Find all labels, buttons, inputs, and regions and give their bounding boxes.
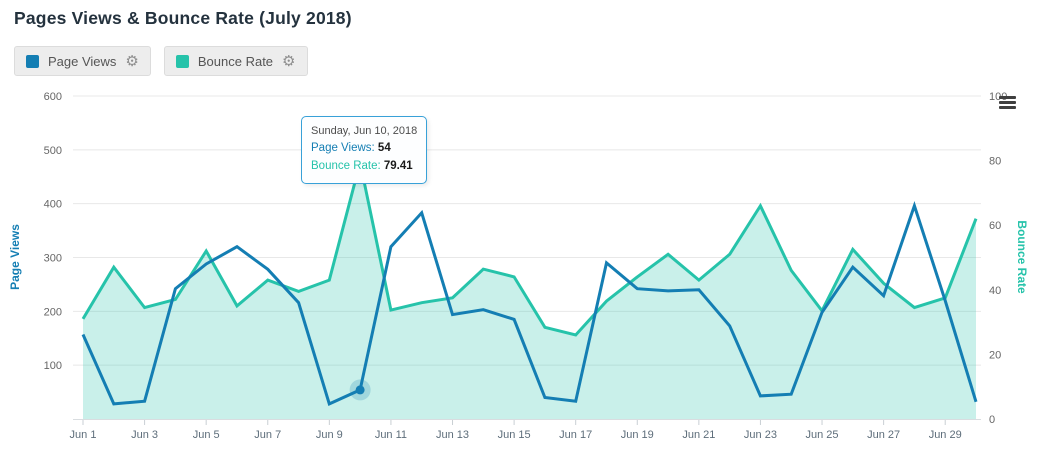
legend-label: Bounce Rate [197,53,274,69]
right-axis-tick-label: 80 [989,156,1001,168]
bounce-rate-swatch-icon [175,54,189,68]
tooltip-bounce-rate-value: 79.41 [383,159,413,172]
right-axis-title: Bounce Rate [1015,220,1029,294]
page-title: Pages Views & Bounce Rate (July 2018) [14,8,352,28]
x-axis-tick-label: Jun 15 [498,429,531,441]
right-axis-tick-label: 0 [989,414,995,426]
page-views-hover-point[interactable] [355,385,365,395]
x-axis-tick-label: Jun 11 [375,429,407,441]
tooltip-page-views-row: Page Views: 54 [311,142,391,155]
x-axis-tick-label: Jun 13 [436,429,469,441]
x-axis-tick-label: Jun 17 [559,429,592,441]
right-axis-tick-label: 40 [989,285,1001,297]
page-views-line[interactable] [81,201,978,406]
x-axis-tick-label: Jun 25 [806,429,839,441]
right-axis-tick-label: 100 [989,91,1007,103]
right-axis-tick-label: 20 [989,349,1001,361]
legend-item-bounce-rate[interactable]: Bounce Rate ⚙ [163,46,308,76]
x-axis-tick-label: Jun 1 [70,429,97,441]
legend-item-page-views[interactable]: Page Views ⚙ [14,46,151,76]
bounce-rate-line[interactable] [81,162,978,337]
right-axis-tick-label: 60 [989,220,1001,232]
tooltip-date: Sunday, Jun 10, 2018 [311,125,418,137]
legend-label: Page Views [48,53,117,69]
bounce-rate-area [83,162,976,419]
left-axis-tick-label: 400 [44,199,62,211]
x-axis-tick-label: Jun 19 [621,429,654,441]
x-axis-tick-label: Jun 5 [193,429,220,441]
tooltip-page-views-value: 54 [377,142,391,155]
settings-gear-icon[interactable]: ⚙ [282,52,296,70]
left-axis-title: Page Views [8,224,22,290]
chart-tooltip: Sunday, Jun 10, 2018 Page Views: 54 Boun… [301,116,428,184]
x-axis-tick-label: Jun 29 [929,429,962,441]
x-axis-tick-label: Jun 27 [867,429,900,441]
left-axis-tick-label: 200 [44,306,62,318]
page-views-swatch-icon [26,54,39,68]
x-axis-tick-label: Jun 23 [744,429,777,441]
x-axis-tick-label: Jun 9 [316,429,343,441]
settings-gear-icon[interactable]: ⚙ [125,52,139,70]
left-axis-tick-label: 600 [44,91,62,103]
x-axis-tick-label: Jun 21 [682,429,715,441]
left-axis-tick-label: 100 [44,360,62,372]
chart-legend: Page Views ⚙ Bounce Rate ⚙ [14,46,308,76]
tooltip-bounce-rate-row: Bounce Rate: 79.41 [311,159,413,172]
x-axis-tick-label: Jun 7 [254,429,281,441]
chart-menu-icon[interactable] [999,96,1016,109]
left-axis-tick-label: 300 [44,253,62,265]
x-axis-tick-label: Jun 3 [131,429,158,441]
left-axis-tick-label: 500 [44,145,62,157]
